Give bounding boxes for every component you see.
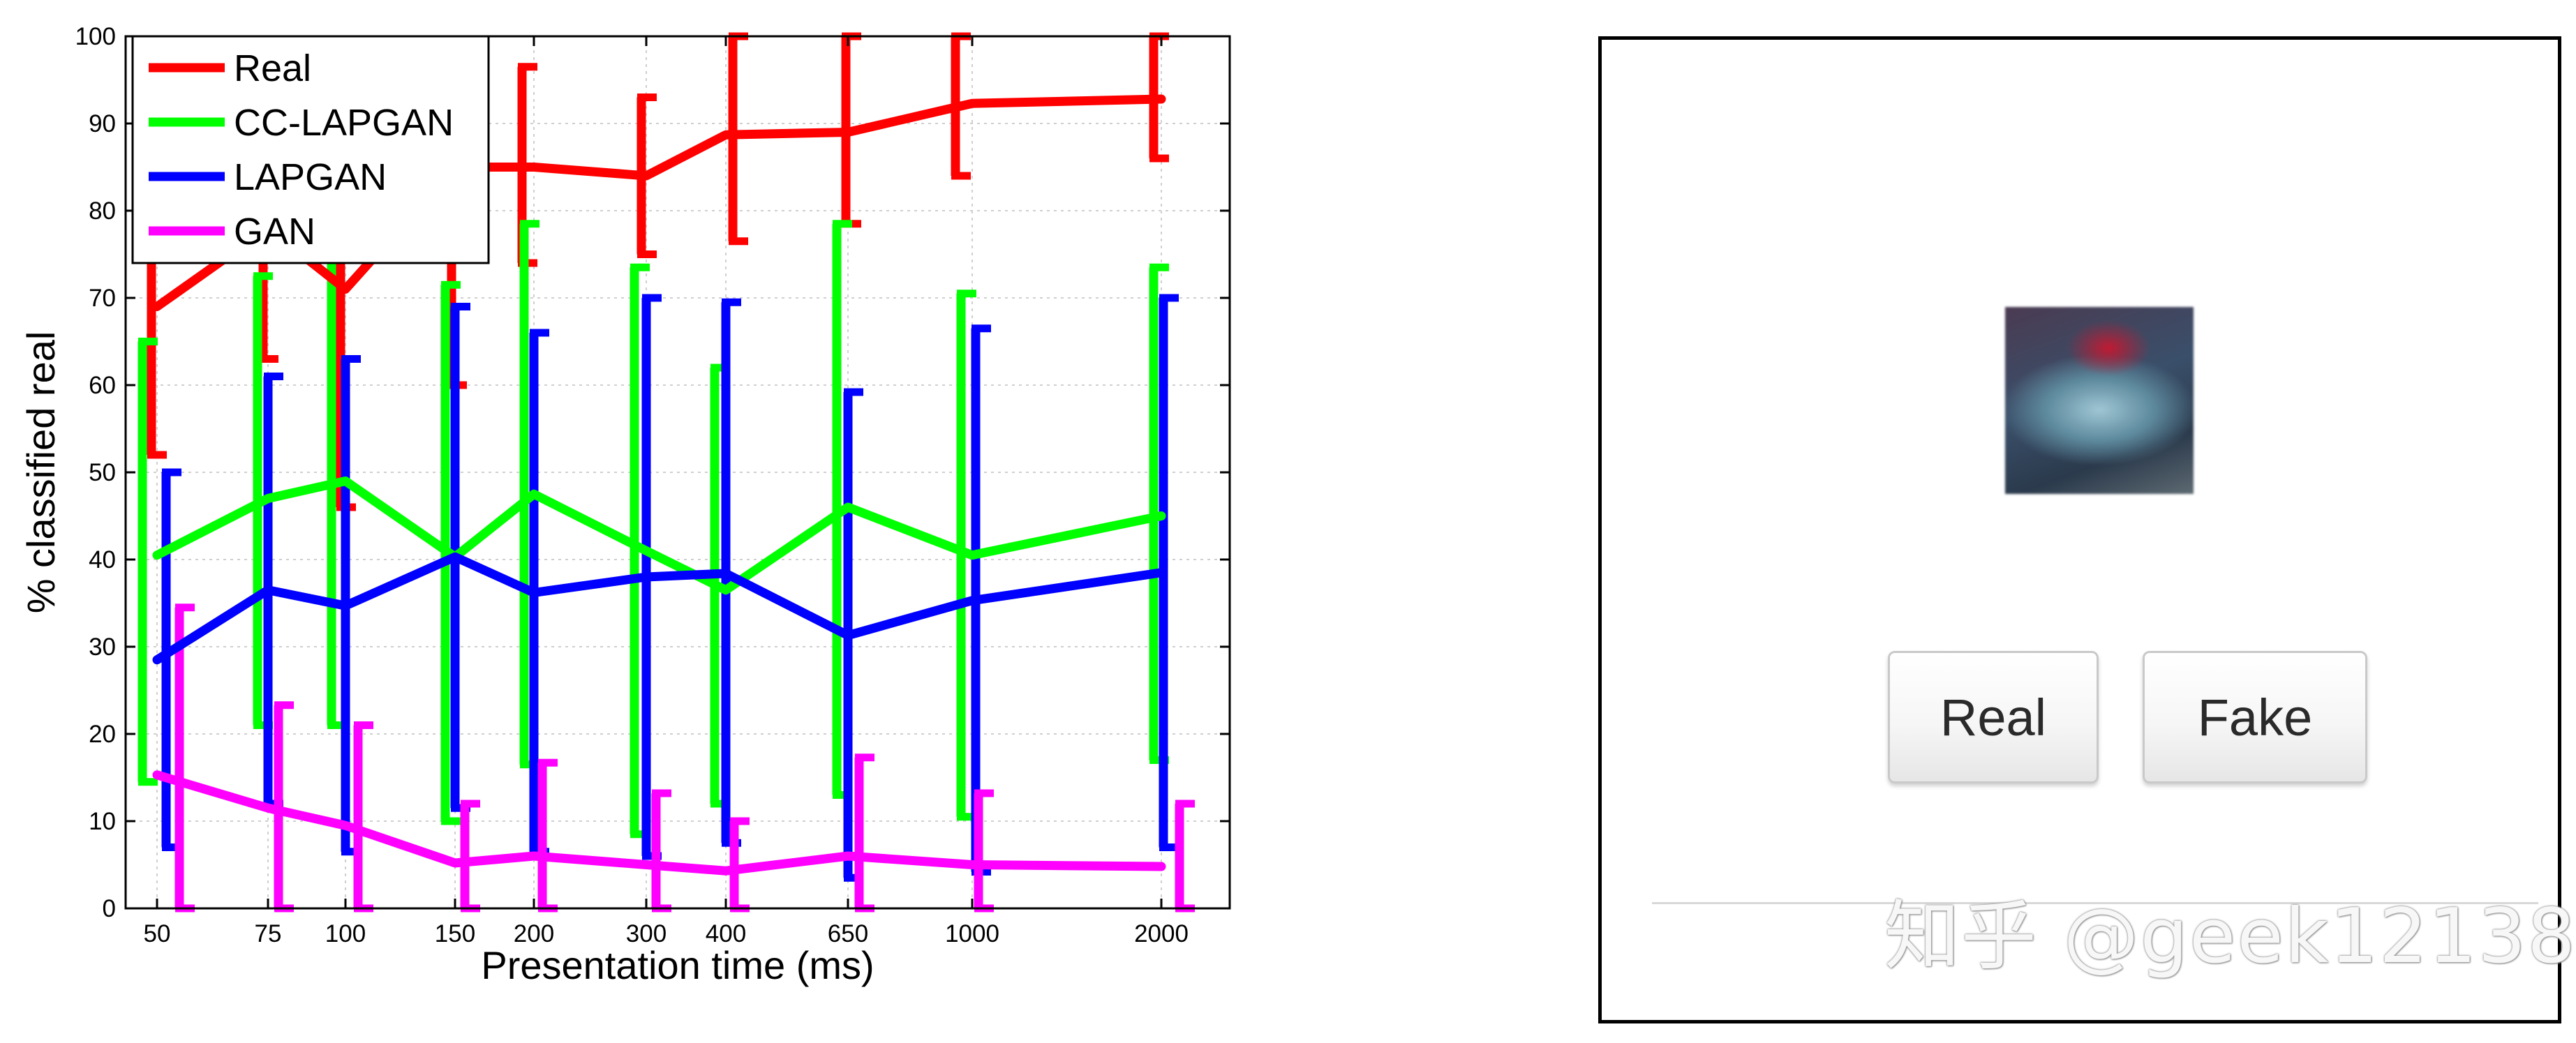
watermark: 知乎 @geek12138 (1884, 893, 2576, 980)
legend: Real CC-LAPGAN LAPGAN GAN (131, 35, 490, 264)
x-tick-label: 200 (514, 920, 554, 947)
fake-button[interactable]: Fake (2143, 651, 2367, 783)
y-tick-label: 10 (89, 808, 116, 835)
error-bar-chart: 0 10 20 30 40 50 60 70 80 90 100 50 75 100 150 200 300 40… (19, 23, 1231, 987)
y-tick-label: 20 (89, 721, 116, 748)
x-tick-label: 1000 (945, 920, 999, 947)
series-line-lapgan (152, 552, 1166, 665)
x-tick-label: 100 (325, 920, 366, 947)
x-tick-label: 50 (144, 920, 171, 947)
y-tick-label: 80 (89, 197, 116, 225)
y-tick-label: 90 (89, 110, 116, 137)
x-tick-label: 75 (255, 920, 282, 947)
series-line-cc-lapgan (152, 477, 1166, 595)
x-axis-label: Presentation time (ms) (481, 943, 874, 987)
sample-image-thumbnail (2005, 307, 2194, 494)
y-tick-label: 30 (89, 633, 116, 661)
real-button[interactable]: Real (1888, 651, 2099, 783)
x-tick-label: 2000 (1134, 920, 1189, 947)
y-tick-label: 100 (75, 23, 116, 50)
y-axis-label: % classified real (19, 331, 63, 614)
x-tick-label: 650 (828, 920, 868, 947)
legend-label-real: Real (234, 47, 311, 89)
legend-label-cc-lapgan: CC-LAPGAN (234, 102, 454, 144)
human-evaluation-panel: Real Fake (1598, 36, 2561, 1023)
legend-label-lapgan: LAPGAN (234, 156, 387, 198)
series-line-gan (152, 770, 1166, 876)
y-tick-label: 40 (89, 546, 116, 573)
legend-label-gan: GAN (234, 211, 315, 253)
legend-box (131, 35, 490, 264)
y-tick-label: 50 (89, 459, 116, 486)
x-tick-label: 150 (435, 920, 475, 947)
axis-ticks: 0 10 20 30 40 50 60 70 80 90 100 50 75 100 150 200 300 40… (75, 23, 1230, 947)
x-tick-label: 400 (706, 920, 746, 947)
x-tick-label: 300 (626, 920, 667, 947)
y-tick-label: 0 (103, 895, 116, 922)
y-tick-label: 70 (89, 285, 116, 312)
panel-divider (1652, 902, 2538, 904)
y-tick-label: 60 (89, 372, 116, 399)
